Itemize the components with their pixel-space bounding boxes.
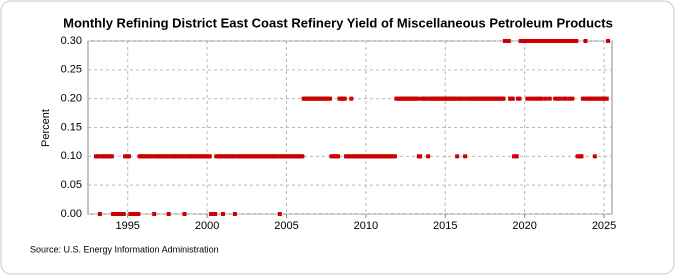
data-point (546, 39, 551, 43)
source-note: Source: U.S. Energy Information Administ… (30, 244, 219, 254)
data-point (181, 154, 186, 159)
data-point (220, 212, 225, 216)
data-point (109, 154, 114, 159)
data-point (592, 154, 597, 159)
y-tick-label: 0.10 (61, 150, 82, 162)
data-point (547, 96, 552, 101)
y-axis-label: Percent (40, 109, 52, 147)
data-point (348, 154, 352, 159)
data-point (567, 96, 572, 101)
data-point (166, 212, 171, 216)
data-point (453, 96, 458, 101)
data-point (219, 154, 224, 159)
x-tick-label: 2020 (512, 220, 536, 232)
y-tick-label: 0.15 (61, 121, 82, 133)
data-point (418, 154, 423, 159)
x-tick-label: 2005 (274, 220, 298, 232)
data-point (328, 96, 333, 101)
data-point (150, 154, 155, 159)
data-point (574, 39, 579, 43)
data-point (336, 154, 341, 159)
data-point (558, 96, 563, 101)
data-point (538, 39, 543, 43)
chart-title: Monthly Refining District East Coast Ref… (63, 15, 613, 30)
data-point (165, 154, 170, 159)
data-point (455, 154, 460, 159)
y-tick-label: 0.20 (61, 93, 82, 105)
data-point (349, 96, 354, 101)
data-point (563, 96, 568, 101)
data-point (97, 212, 102, 216)
data-point (542, 39, 547, 43)
data-point (463, 154, 468, 159)
data-point (517, 96, 522, 101)
data-point (426, 154, 431, 159)
data-point (525, 96, 530, 101)
y-tick-label: 0.25 (61, 64, 82, 76)
data-point (534, 39, 539, 43)
data-point (514, 154, 519, 159)
x-tick-label: 2010 (354, 220, 378, 232)
data-point (231, 154, 236, 159)
data-point (570, 96, 575, 101)
data-point (506, 39, 511, 43)
data-point (530, 96, 535, 101)
data-point (583, 39, 588, 43)
data-point (533, 96, 538, 101)
data-point (510, 96, 515, 101)
data-point (96, 154, 101, 159)
y-tick-label: 0.05 (61, 179, 82, 191)
data-point (415, 96, 420, 101)
data-point (121, 212, 126, 216)
data-point (213, 212, 218, 216)
data-point (392, 154, 397, 159)
x-tick-label: 2000 (195, 220, 219, 232)
data-point (152, 212, 157, 216)
data-point (531, 39, 536, 43)
data-point (555, 96, 560, 101)
data-point (561, 39, 566, 43)
data-point (342, 96, 347, 101)
data-point (232, 212, 237, 216)
data-point (604, 96, 609, 101)
data-point (591, 96, 596, 101)
y-tick-label: 0.00 (61, 208, 82, 220)
data-point (539, 96, 544, 101)
data-point (277, 212, 282, 216)
data-point (543, 96, 548, 101)
data-point (126, 154, 131, 159)
data-point (566, 39, 571, 43)
data-point (523, 39, 528, 43)
y-tick-label: 0.30 (61, 35, 82, 47)
data-point (527, 96, 532, 101)
data-point (529, 39, 534, 43)
data-point (569, 39, 574, 43)
data-point (501, 96, 506, 101)
data-point (424, 96, 429, 101)
data-point (582, 96, 587, 101)
data-point (554, 39, 559, 43)
data-point (136, 212, 141, 216)
data-point (579, 154, 584, 159)
data-point (300, 154, 305, 159)
x-tick-label: 1995 (115, 220, 139, 232)
data-point (207, 154, 212, 159)
data-point (537, 96, 542, 101)
data-point (276, 154, 281, 159)
data-point (606, 39, 611, 43)
data-point (526, 39, 531, 43)
x-tick-label: 2015 (433, 220, 457, 232)
data-point (557, 39, 562, 43)
data-point (553, 96, 558, 101)
data-point (551, 39, 556, 43)
data-point (461, 96, 466, 101)
data-point (182, 212, 187, 216)
x-tick-label: 2025 (592, 220, 616, 232)
